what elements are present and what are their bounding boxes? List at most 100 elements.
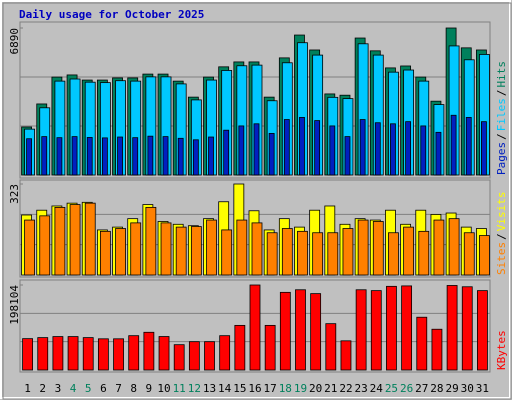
x-tick-label: 11	[173, 382, 186, 395]
x-tick-label: 6	[100, 382, 107, 395]
bar	[190, 226, 202, 276]
bar	[465, 116, 472, 176]
bar	[249, 284, 261, 371]
x-tick-label: 25	[385, 382, 398, 395]
bar	[177, 137, 184, 176]
x-tick-label: 7	[115, 382, 122, 395]
bar	[84, 202, 96, 276]
bar	[340, 340, 352, 371]
bar	[342, 228, 354, 276]
x-tick-label: 24	[370, 382, 384, 395]
x-tick-label: 15	[233, 382, 246, 395]
bar	[435, 131, 442, 176]
bar	[223, 129, 230, 176]
bar	[420, 125, 427, 176]
bar	[22, 338, 33, 371]
legend-entry: Visits	[495, 192, 508, 232]
bar	[188, 341, 200, 371]
legend-entry: Hits	[495, 61, 508, 88]
x-tick-label: 5	[85, 382, 92, 395]
x-tick-label: 8	[130, 382, 137, 395]
bar	[52, 336, 64, 371]
x-tick-label: 1	[24, 382, 31, 395]
chart-title: Daily usage for October 2025	[19, 8, 204, 21]
bar	[26, 138, 32, 176]
bar	[295, 289, 306, 371]
bar	[173, 344, 185, 371]
bar	[448, 218, 460, 276]
bar	[386, 285, 397, 371]
bar	[297, 230, 308, 276]
bar	[450, 114, 457, 176]
bar	[374, 122, 381, 176]
bar	[221, 229, 233, 276]
bar	[69, 204, 81, 276]
bar	[266, 232, 278, 276]
bar	[208, 136, 214, 176]
bar	[128, 335, 140, 371]
x-tick-label: 18	[279, 382, 292, 395]
legend-entry: Files	[495, 98, 508, 131]
bar	[431, 328, 443, 371]
bar	[370, 290, 382, 371]
legend: Sites /Visits	[495, 192, 508, 276]
bar	[479, 235, 490, 276]
x-tick-label: 12	[188, 382, 201, 395]
bar	[253, 123, 260, 176]
bar	[206, 219, 217, 276]
bar	[54, 206, 66, 276]
legend: Pages/Files/Hits	[495, 61, 508, 175]
bar	[117, 136, 123, 176]
bar	[481, 121, 487, 176]
y-tick-label: 6890	[8, 28, 21, 55]
bar	[101, 137, 108, 176]
x-tick-label: 21	[324, 382, 337, 395]
bar	[327, 232, 339, 276]
bar	[24, 219, 35, 276]
bar	[236, 219, 248, 276]
bar	[234, 324, 246, 371]
bar	[192, 139, 199, 176]
x-tick-label: 10	[157, 382, 170, 395]
bar	[390, 123, 396, 176]
x-tick-label: 31	[476, 382, 489, 395]
bar	[268, 132, 275, 176]
bar	[325, 323, 337, 371]
x-tick-label: 20	[309, 382, 322, 395]
bar	[238, 125, 245, 176]
bar	[82, 337, 94, 371]
bar	[416, 316, 428, 371]
bar	[401, 285, 413, 371]
bar	[264, 324, 276, 371]
x-tick-label: 9	[146, 382, 153, 395]
bar	[160, 222, 172, 276]
x-tick-label: 17	[264, 382, 277, 395]
bar	[71, 136, 78, 176]
bar	[418, 230, 430, 276]
bar	[251, 222, 263, 276]
x-tick-label: 22	[339, 382, 352, 395]
bar	[99, 230, 111, 276]
bar	[97, 338, 109, 371]
bar	[314, 120, 321, 176]
bar	[299, 116, 305, 176]
bar	[86, 137, 93, 176]
x-tick-label: 28	[430, 382, 443, 395]
x-tick-label: 26	[400, 382, 413, 395]
bar	[219, 335, 231, 371]
x-tick-label: 27	[415, 382, 428, 395]
x-tick-label: 3	[55, 382, 62, 395]
bar	[355, 289, 367, 371]
bar	[310, 293, 322, 371]
bar	[359, 119, 366, 176]
bar	[279, 291, 291, 371]
bar	[113, 338, 124, 371]
bar	[463, 232, 475, 276]
legend-entry: KBytes	[495, 330, 508, 370]
bar	[175, 226, 187, 276]
bar	[204, 341, 215, 371]
bar	[143, 331, 155, 371]
bar	[372, 221, 384, 276]
x-tick-label: 19	[294, 382, 307, 395]
